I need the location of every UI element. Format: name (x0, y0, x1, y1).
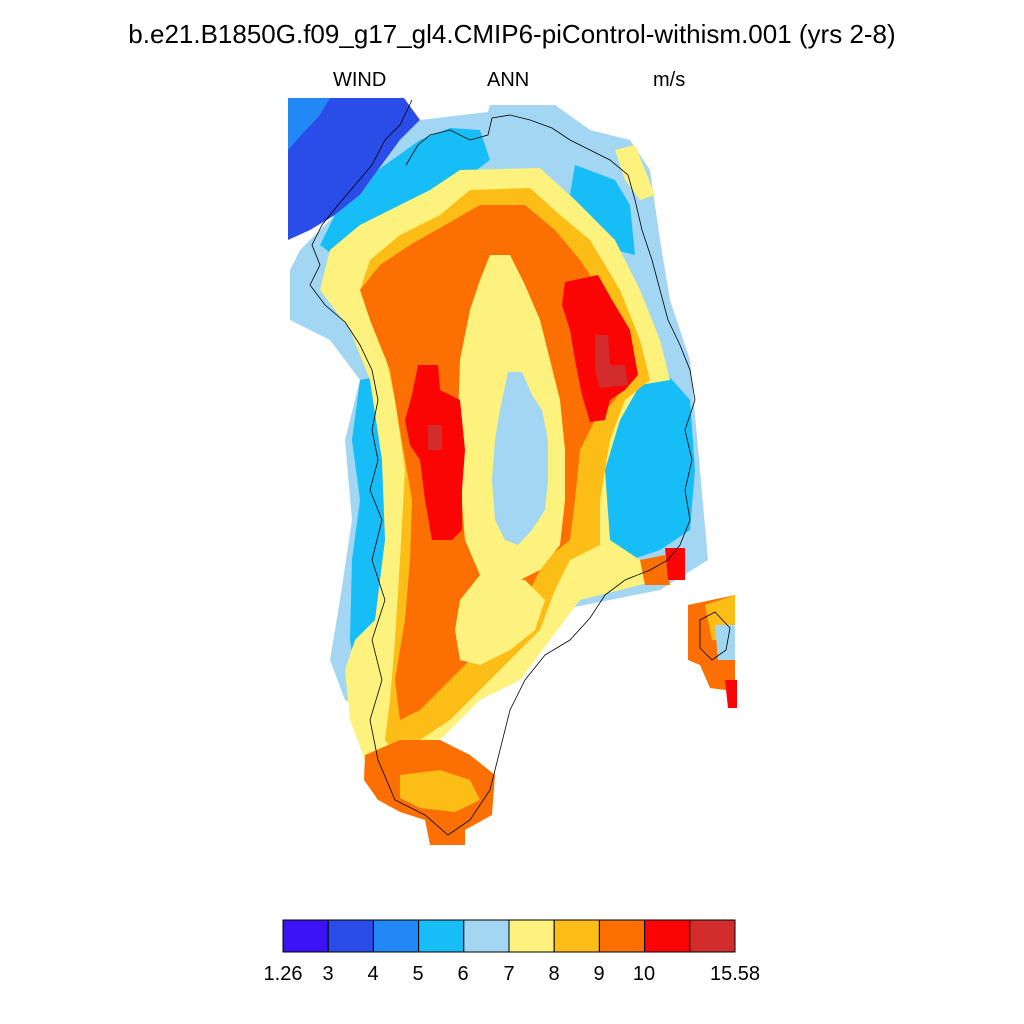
south-tip-inner-region (400, 770, 480, 812)
nw-ocean-region (288, 98, 420, 240)
east-red-peak-region (595, 335, 628, 388)
north-light-blue-bulge (488, 105, 590, 168)
colorbar-label-0: 1.26 (264, 963, 303, 985)
colorbar-label-4: 6 (457, 963, 468, 985)
colorbar-swatch-3 (418, 919, 465, 953)
units-label: m/s (653, 69, 686, 91)
colorbar-swatch-1 (327, 919, 374, 953)
nw-ocean-inner-region (288, 98, 330, 150)
central-yellow-lower-region (455, 575, 545, 665)
season-label: ANN (487, 69, 530, 91)
central-light-blue-core-region (492, 372, 548, 545)
colorbar-label-2: 4 (367, 963, 378, 985)
east-coast-red-patch (665, 548, 685, 580)
colorbar-label-8: 10 (633, 963, 655, 985)
colorbar-swatch-5 (508, 919, 555, 953)
west-red-peak-region (428, 425, 442, 450)
colorbar-label-1: 3 (322, 963, 333, 985)
east-blue-region (600, 372, 695, 560)
east-coast-orange-patch (640, 555, 670, 585)
colorbar-swatch-6 (553, 919, 600, 953)
colorbar-label-5: 7 (503, 963, 514, 985)
colorbar-label-9: 15.58 (710, 963, 760, 985)
variable-label: WIND (333, 69, 387, 91)
colorbar-swatch-4 (463, 919, 510, 953)
se-island-blue-region (715, 625, 735, 660)
colorbar-label-6: 8 (548, 963, 559, 985)
ne-yellow-tip (615, 145, 655, 200)
east-island-coastline (699, 611, 731, 661)
coastline-path (309, 99, 696, 836)
wind-field (288, 98, 737, 845)
colorbar-label-3: 5 (412, 963, 423, 985)
colorbar-swatch-0 (282, 919, 329, 953)
plot-title: b.e21.B1850G.f09_g17_gl4.CMIP6-piControl… (128, 19, 896, 49)
colorbar-label-7: 9 (593, 963, 604, 985)
coastline (309, 99, 731, 836)
west-red-max-region (405, 365, 465, 540)
colorbar-swatch-7 (598, 919, 646, 953)
colorbar: 1.26 3 4 5 6 7 8 9 10 15.58 (264, 919, 760, 985)
colorbar-swatch-2 (372, 919, 420, 953)
colorbar-swatch-8 (644, 919, 691, 953)
northeast-blue-region (570, 165, 635, 255)
se-island-red-region (725, 680, 737, 708)
colorbar-swatch-9 (689, 919, 736, 953)
